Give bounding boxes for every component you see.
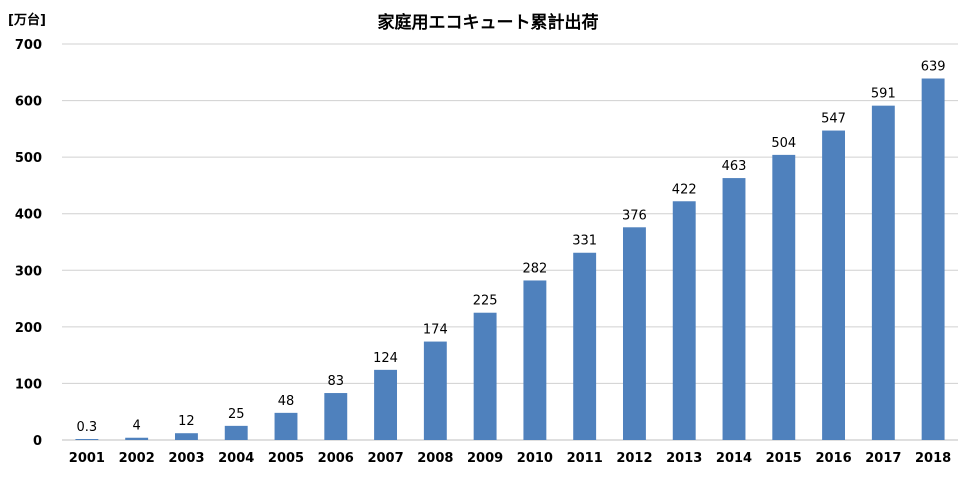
y-tick-label: 0 — [33, 434, 42, 449]
y-tick-label: 200 — [15, 321, 42, 336]
data-label: 124 — [373, 351, 398, 366]
x-tick-label: 2006 — [318, 451, 354, 466]
data-label: 25 — [228, 407, 245, 422]
bar — [374, 369, 398, 440]
bar — [622, 227, 646, 440]
data-label: 639 — [921, 60, 946, 75]
bar — [672, 201, 696, 440]
data-label: 504 — [771, 136, 796, 151]
bar — [822, 130, 846, 440]
x-tick-label: 2013 — [666, 451, 702, 466]
x-tick-label: 2001 — [69, 451, 105, 466]
data-label: 83 — [328, 374, 345, 389]
y-tick-label: 100 — [15, 377, 42, 392]
x-tick-label: 2018 — [915, 451, 951, 466]
data-label: 591 — [871, 87, 896, 102]
bar-layer — [75, 78, 945, 441]
data-label: 331 — [572, 234, 597, 249]
data-label: 463 — [722, 159, 747, 174]
data-label: 48 — [278, 394, 295, 409]
x-tick-label: 2003 — [168, 451, 204, 466]
y-axis-unit-label: [万台] — [8, 12, 46, 28]
bar — [473, 312, 497, 440]
x-tick-label: 2009 — [467, 451, 503, 466]
chart-title: 家庭用エコキュート累計出荷 — [378, 12, 599, 33]
x-tick-label: 2007 — [367, 451, 403, 466]
y-tick-label: 500 — [15, 151, 42, 166]
bar — [573, 252, 597, 440]
x-tick-label: 2017 — [865, 451, 901, 466]
y-tick-label: 700 — [15, 38, 42, 53]
y-tick-label: 400 — [15, 208, 42, 223]
bar — [324, 393, 348, 440]
data-label: 0.3 — [77, 420, 98, 435]
data-label: 547 — [821, 112, 846, 127]
x-tick-label: 2016 — [815, 451, 851, 466]
bar — [523, 280, 547, 440]
bar — [174, 433, 198, 440]
data-label: 422 — [672, 182, 697, 197]
grid-layer — [62, 43, 958, 441]
x-tick-label: 2010 — [517, 451, 553, 466]
bar — [423, 341, 447, 440]
x-tick-label: 2015 — [766, 451, 802, 466]
data-label: 282 — [522, 261, 547, 276]
x-tick-label: 2005 — [268, 451, 304, 466]
bar — [772, 154, 796, 440]
bar — [722, 178, 746, 440]
bar — [224, 425, 248, 440]
x-axis: 2001 2002 2003 2004 2005 2006 2007 2008 2009 2010… — [69, 451, 951, 466]
data-label: 225 — [473, 294, 498, 309]
y-tick-label: 600 — [15, 95, 42, 110]
bar — [921, 78, 945, 440]
data-label: 174 — [423, 323, 448, 338]
x-tick-label: 2004 — [218, 451, 254, 466]
x-tick-label: 2014 — [716, 451, 752, 466]
x-tick-label: 2011 — [567, 451, 603, 466]
data-label: 4 — [133, 419, 141, 434]
bar — [871, 105, 895, 441]
bar — [125, 437, 149, 440]
data-label-layer: 0.3 4 12 25 48 83 124 174 225 282 331 376 422 463 504 5… — [77, 60, 946, 435]
data-label: 12 — [178, 414, 195, 429]
x-tick-label: 2002 — [119, 451, 155, 466]
bar — [274, 412, 298, 440]
y-axis: 0 100 200 300 400 500 600 700 — [15, 38, 42, 449]
x-tick-label: 2008 — [417, 451, 453, 466]
y-tick-label: 300 — [15, 264, 42, 279]
x-tick-label: 2012 — [616, 451, 652, 466]
bar — [75, 439, 99, 440]
data-label: 376 — [622, 208, 647, 223]
